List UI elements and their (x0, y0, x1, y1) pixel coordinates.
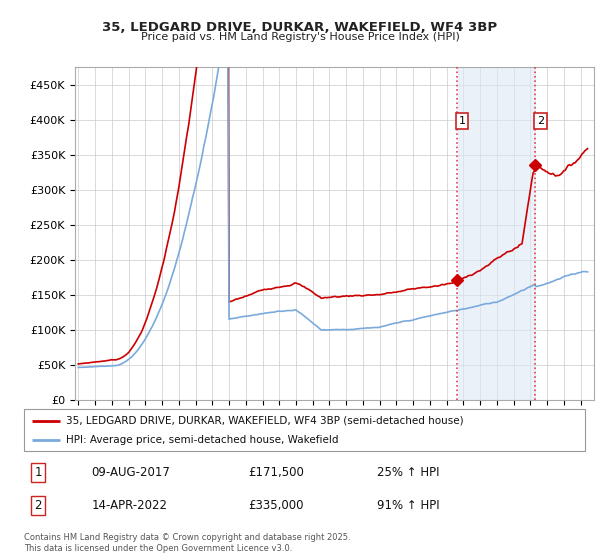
Text: 14-APR-2022: 14-APR-2022 (91, 499, 167, 512)
Text: Contains HM Land Registry data © Crown copyright and database right 2025.
This d: Contains HM Land Registry data © Crown c… (24, 533, 350, 553)
Text: 1: 1 (458, 116, 466, 126)
Text: 91% ↑ HPI: 91% ↑ HPI (377, 499, 440, 512)
Text: 2: 2 (34, 499, 42, 512)
Text: £335,000: £335,000 (248, 499, 304, 512)
Text: 35, LEDGARD DRIVE, DURKAR, WAKEFIELD, WF4 3BP (semi-detached house): 35, LEDGARD DRIVE, DURKAR, WAKEFIELD, WF… (66, 416, 464, 426)
Text: 35, LEDGARD DRIVE, DURKAR, WAKEFIELD, WF4 3BP: 35, LEDGARD DRIVE, DURKAR, WAKEFIELD, WF… (103, 21, 497, 34)
Text: £171,500: £171,500 (248, 466, 304, 479)
Text: 2: 2 (536, 116, 544, 126)
Text: Price paid vs. HM Land Registry's House Price Index (HPI): Price paid vs. HM Land Registry's House … (140, 32, 460, 43)
Text: 25% ↑ HPI: 25% ↑ HPI (377, 466, 440, 479)
Text: HPI: Average price, semi-detached house, Wakefield: HPI: Average price, semi-detached house,… (66, 435, 338, 445)
Text: 09-AUG-2017: 09-AUG-2017 (91, 466, 170, 479)
Text: 1: 1 (34, 466, 42, 479)
